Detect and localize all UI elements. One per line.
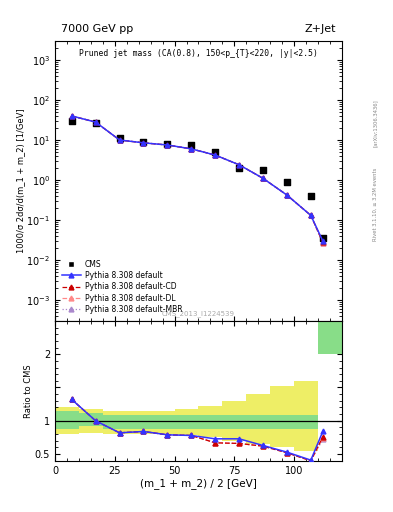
Text: 7000 GeV pp: 7000 GeV pp [61,24,133,34]
Text: Pruned jet mass (CA(0.8), 150<p_{T}<220, |y|<2.5): Pruned jet mass (CA(0.8), 150<p_{T}<220,… [79,49,318,58]
Y-axis label: 1000/σ 2dσ/d(m_1 + m_2) [1/GeV]: 1000/σ 2dσ/d(m_1 + m_2) [1/GeV] [16,109,25,253]
Point [140,138,147,146]
Point [284,178,290,186]
Point [320,234,326,242]
Text: CMS_2013_I1224539: CMS_2013_I1224539 [162,310,235,316]
Text: [arXiv:1306.3436]: [arXiv:1306.3436] [373,99,378,147]
Point [212,148,219,156]
Point [260,166,266,174]
X-axis label: (m_1 + m_2) / 2 [GeV]: (m_1 + m_2) / 2 [GeV] [140,478,257,489]
Legend: CMS, Pythia 8.308 default, Pythia 8.308 default-CD, Pythia 8.308 default-DL, Pyt: CMS, Pythia 8.308 default, Pythia 8.308 … [59,257,185,317]
Point [188,141,195,149]
Point [116,134,123,142]
Y-axis label: Ratio to CMS: Ratio to CMS [24,364,33,418]
Point [308,192,314,200]
Point [164,140,171,148]
Text: Rivet 3.1.10, ≥ 3.2M events: Rivet 3.1.10, ≥ 3.2M events [373,168,378,242]
Point [92,119,99,127]
Point [236,164,242,172]
Text: Z+Jet: Z+Jet [305,24,336,34]
Point [69,117,75,125]
